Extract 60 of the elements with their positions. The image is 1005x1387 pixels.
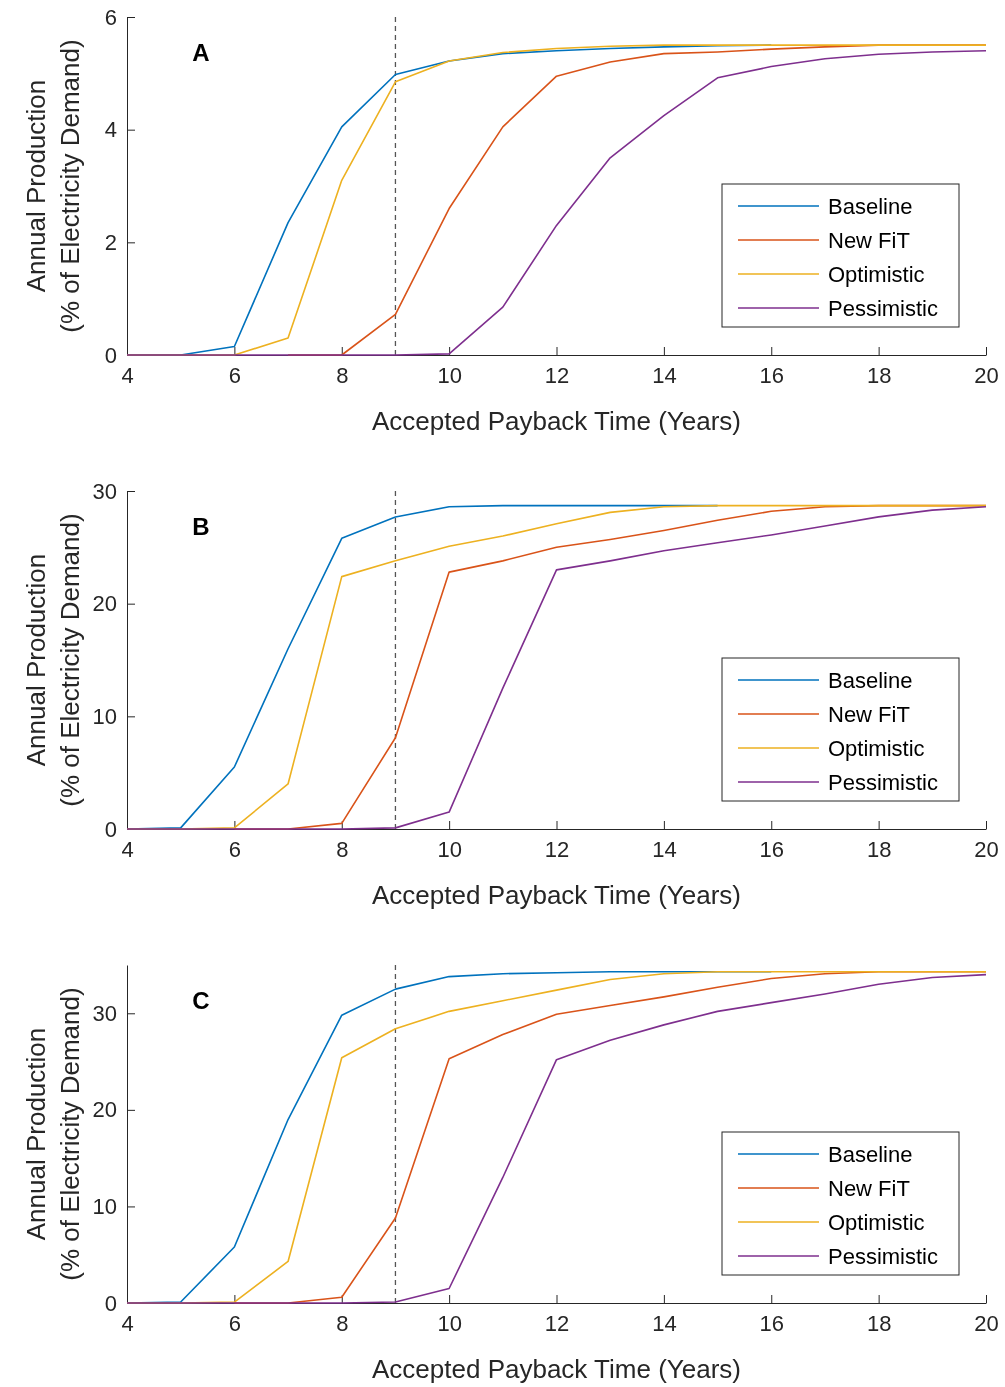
legend-label: Baseline — [828, 668, 913, 693]
legend-label: Baseline — [828, 194, 913, 219]
x-tick-label: 10 — [437, 836, 462, 862]
y-tick-label: 0 — [104, 1290, 117, 1316]
x-tick-label: 8 — [336, 362, 349, 388]
y-axis-title: Annual Production (% of Electricity Demand) — [21, 39, 85, 333]
x-tick-label: 18 — [866, 1310, 892, 1336]
x-tick-label: 10 — [437, 1310, 462, 1336]
y-tick-label: 10 — [92, 703, 117, 729]
y-axis-title: Annual Production (% of Electricity Demand) — [21, 987, 85, 1281]
text: C — [192, 987, 210, 1014]
legend-label: Pessimistic — [828, 770, 939, 795]
text: A — [192, 39, 210, 66]
x-axis-title: Accepted Payback Time (Years) — [372, 1354, 741, 1384]
x-tick-label: 14 — [652, 1310, 677, 1336]
legend-label: Optimistic — [828, 736, 925, 761]
legend-label: New FiT — [828, 228, 910, 253]
y-tick-label: 4 — [104, 117, 117, 143]
y-tick-label: 0 — [104, 816, 117, 842]
y-axis-title: Annual Production (% of Electricity Demand) — [21, 513, 85, 807]
y-tick-label: 2 — [104, 229, 117, 255]
x-tick-label: 4 — [121, 1310, 134, 1336]
y-tick-label: 6 — [104, 4, 117, 30]
x-tick-label: 12 — [544, 362, 570, 388]
y-tick-label: 10 — [92, 1193, 117, 1219]
x-tick-label: 8 — [336, 836, 349, 862]
x-tick-label: 18 — [866, 836, 892, 862]
x-tick-label: 6 — [228, 836, 241, 862]
x-tick-label: 4 — [121, 362, 134, 388]
x-tick-label: 16 — [759, 362, 784, 388]
x-tick-label: 18 — [866, 362, 892, 388]
x-tick-label: 8 — [336, 1310, 349, 1336]
x-tick-label: 14 — [652, 836, 677, 862]
x-tick-label: 20 — [974, 1310, 999, 1336]
x-tick-label: 6 — [228, 362, 241, 388]
x-tick-label: 20 — [974, 362, 999, 388]
legend-label: Optimistic — [828, 262, 925, 287]
y-tick-label: 20 — [92, 1097, 117, 1123]
y-tick-label: 0 — [104, 342, 117, 368]
y-tick-label: 20 — [92, 591, 117, 617]
x-tick-label: 16 — [759, 836, 784, 862]
x-axis-title: Accepted Payback Time (Years) — [372, 406, 741, 436]
x-tick-label: 16 — [759, 1310, 784, 1336]
x-tick-label: 14 — [652, 362, 677, 388]
x-tick-label: 6 — [228, 1310, 241, 1336]
y-tick-label: 30 — [92, 478, 117, 504]
legend-label: Pessimistic — [828, 1244, 939, 1269]
legend-label: New FiT — [828, 702, 910, 727]
x-tick-label: 12 — [544, 836, 570, 862]
legend-label: Baseline — [828, 1142, 913, 1167]
legend-label: New FiT — [828, 1176, 910, 1201]
legend-label: Optimistic — [828, 1210, 925, 1235]
text: B — [192, 513, 210, 540]
y-tick-label: 30 — [92, 1000, 117, 1026]
x-tick-label: 20 — [974, 836, 999, 862]
legend-label: Pessimistic — [828, 296, 939, 321]
x-tick-label: 10 — [437, 362, 462, 388]
x-axis-title: Accepted Payback Time (Years) — [372, 880, 741, 910]
x-tick-label: 4 — [121, 836, 134, 862]
x-tick-label: 12 — [544, 1310, 570, 1336]
